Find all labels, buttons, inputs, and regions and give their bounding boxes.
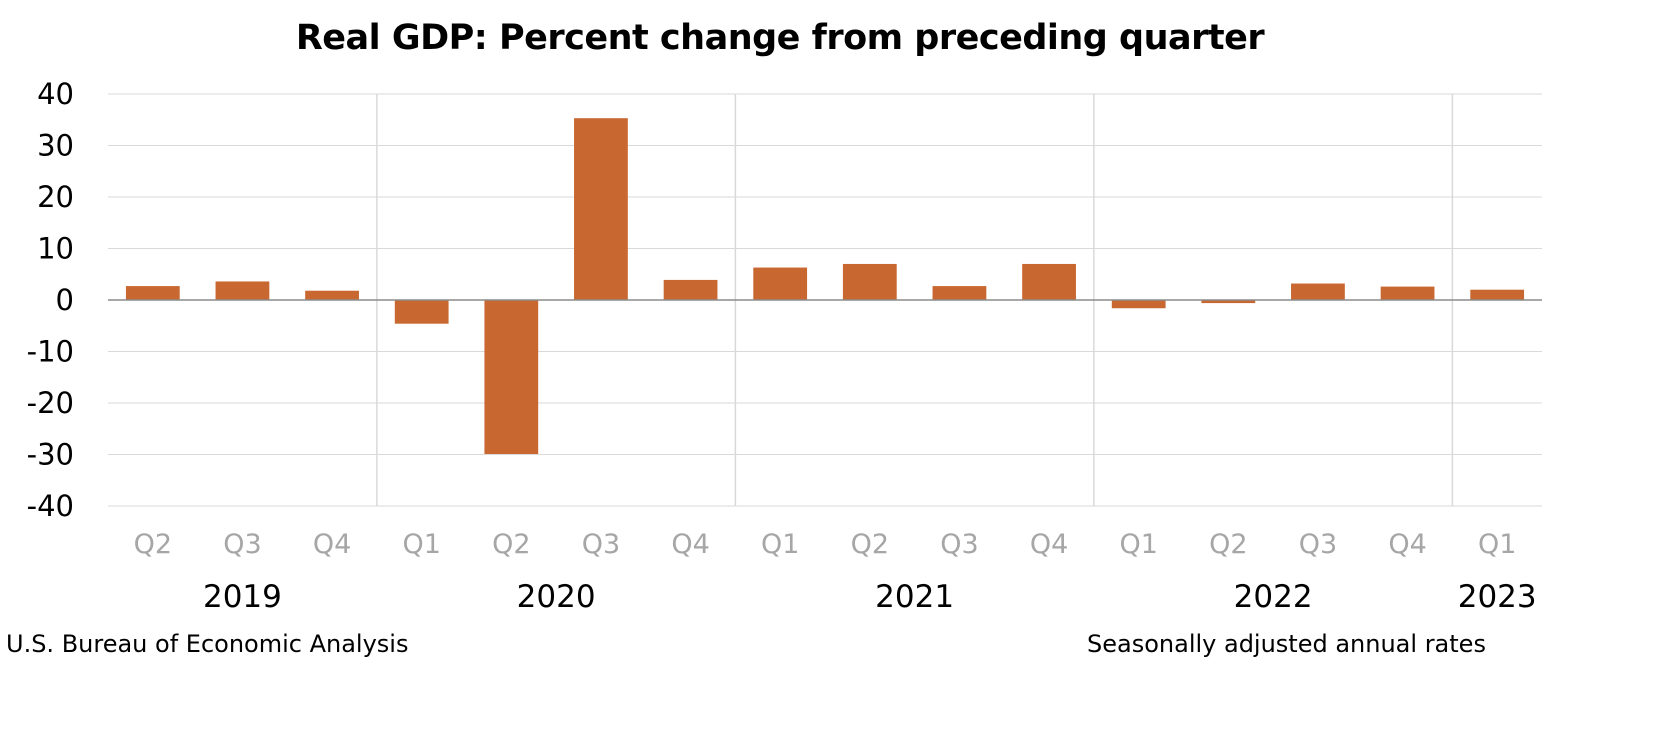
x-tick-label: Q4 [313,529,351,560]
y-tick-label: 0 [56,283,74,317]
bar [215,281,270,300]
bar [842,263,897,300]
year-label: 2020 [517,579,596,615]
year-label: 2022 [1234,579,1313,615]
y-tick-label: 30 [37,129,74,163]
y-tick-label: -40 [27,489,74,523]
x-tick-label: Q3 [940,529,978,560]
x-tick-label: Q3 [223,529,261,560]
y-tick-label: 10 [37,232,74,266]
bar [125,286,180,300]
chart-title: Real GDP: Percent change from preceding … [295,18,1265,58]
y-tick-label: -20 [27,386,74,420]
x-tick-label: Q4 [1030,529,1068,560]
year-label: 2021 [875,579,954,615]
gridlines [108,93,1542,507]
bar [1111,300,1166,309]
x-tick-label: Q2 [134,529,172,560]
bar [1380,286,1435,300]
x-tick-label: Q2 [1209,529,1247,560]
bar [1470,289,1525,300]
x-tick-label: Q3 [1299,529,1337,560]
year-labels: 2019 2020 2021 2022 2023 [203,579,1537,615]
bars [125,118,1525,454]
x-tick-label: Q3 [582,529,620,560]
bar [1022,263,1076,300]
x-tick-label: Q2 [492,529,530,560]
bar [305,290,359,300]
y-tick-label: 20 [37,180,74,214]
x-tick-label: Q1 [402,529,440,560]
bar [574,118,628,300]
bar [1201,300,1256,304]
y-tick-label: 40 [37,77,74,111]
source-note: U.S. Bureau of Economic Analysis [6,630,409,658]
x-tick-labels: Q2 Q3 Q4 Q1 Q2 Q3 Q4 Q1 Q2 Q3 Q4 Q1 Q2 Q3 Q4 Q1 [134,529,1517,560]
bar [753,267,808,300]
year-label: 2019 [203,579,282,615]
x-tick-label: Q1 [1478,529,1516,560]
x-tick-label: Q2 [851,529,889,560]
x-tick-label: Q4 [1388,529,1426,560]
y-tick-label: -10 [27,335,74,369]
x-tick-label: Q1 [1119,529,1157,560]
rate-note: Seasonally adjusted annual rates [1087,630,1486,658]
bar [394,300,449,324]
year-label: 2023 [1458,579,1537,615]
bar [932,286,987,300]
bar [663,279,718,300]
y-tick-label: -30 [27,438,74,472]
y-tick-labels: -40 -30 -20 -10 0 10 20 30 40 [27,77,74,523]
bar [484,300,539,454]
bar [1291,283,1345,300]
x-tick-label: Q4 [671,529,709,560]
x-tick-label: Q1 [761,529,799,560]
